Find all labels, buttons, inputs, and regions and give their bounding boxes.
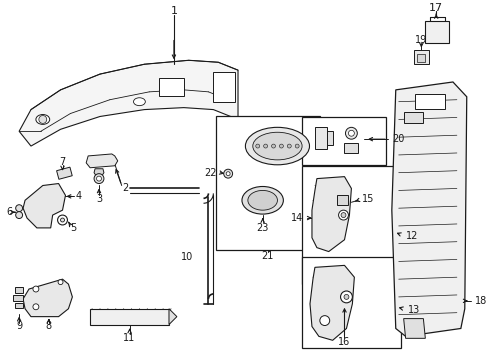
Circle shape [340,213,346,217]
Circle shape [39,116,47,123]
Text: 13: 13 [407,305,419,315]
Bar [403,112,423,123]
Text: 18: 18 [474,296,486,306]
Text: 12: 12 [405,231,417,241]
Text: 3: 3 [96,194,102,204]
Circle shape [226,172,230,176]
Circle shape [340,291,352,303]
Bar [344,143,358,153]
Bar [417,54,425,62]
Bar [336,195,348,205]
Bar [159,78,183,96]
Circle shape [338,210,348,220]
Text: 4: 4 [75,192,81,201]
Circle shape [348,130,354,136]
Text: 5: 5 [70,223,76,233]
Bar [13,295,23,301]
Polygon shape [23,184,65,228]
Circle shape [16,212,22,219]
Polygon shape [94,169,104,176]
Bar [216,117,319,249]
Bar [213,72,235,102]
Text: 11: 11 [123,333,135,343]
Bar [425,21,448,42]
Bar [15,287,23,293]
Bar [15,303,23,308]
Circle shape [279,144,283,148]
Text: 8: 8 [45,321,52,332]
Ellipse shape [252,132,302,160]
Text: 21: 21 [261,251,273,261]
Bar [326,131,332,145]
Polygon shape [86,154,118,168]
Circle shape [61,218,64,222]
Circle shape [58,280,63,285]
Circle shape [271,144,275,148]
Text: 1: 1 [170,6,177,16]
Circle shape [58,215,67,225]
Text: 14: 14 [290,213,303,223]
Text: 20: 20 [391,134,404,144]
Circle shape [96,176,101,181]
Circle shape [343,294,348,300]
Bar [90,309,169,324]
Ellipse shape [242,186,283,214]
Text: 9: 9 [16,321,22,332]
Circle shape [319,316,329,325]
Text: 19: 19 [414,35,427,45]
Ellipse shape [133,98,145,105]
Bar [415,94,444,109]
Text: 22: 22 [203,168,216,178]
Polygon shape [23,279,72,317]
Text: 10: 10 [180,252,192,262]
Circle shape [345,127,357,139]
Bar [57,167,72,179]
Bar [314,127,326,149]
Bar [302,257,400,348]
Circle shape [16,205,22,212]
Bar [413,50,428,64]
Text: 15: 15 [362,194,374,204]
Polygon shape [311,177,351,252]
Polygon shape [169,309,177,324]
Circle shape [94,174,104,184]
Text: 2: 2 [122,184,128,193]
Bar [302,117,385,165]
Polygon shape [19,60,238,146]
Text: 23: 23 [256,223,268,233]
Ellipse shape [247,190,277,210]
Polygon shape [309,265,354,340]
Bar [302,166,400,284]
Text: 16: 16 [338,337,350,347]
Circle shape [295,144,299,148]
Ellipse shape [245,127,309,165]
Circle shape [33,286,39,292]
Text: 6: 6 [6,207,12,217]
Circle shape [287,144,291,148]
Polygon shape [403,319,425,338]
Circle shape [224,169,232,178]
Text: 17: 17 [428,3,442,13]
Circle shape [255,144,259,148]
Circle shape [263,144,267,148]
Ellipse shape [36,114,50,124]
Text: 7: 7 [59,157,65,167]
Circle shape [33,304,39,310]
Polygon shape [391,82,466,336]
